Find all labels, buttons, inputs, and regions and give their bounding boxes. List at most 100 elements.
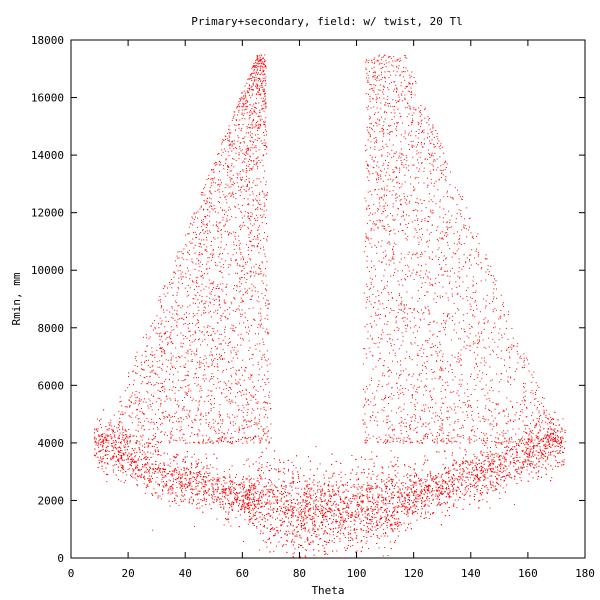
scatter-point <box>379 526 381 528</box>
scatter-point <box>461 493 463 495</box>
scatter-point <box>212 498 213 500</box>
scatter-point <box>431 478 432 480</box>
scatter-point <box>119 455 121 457</box>
scatter-point <box>421 501 423 503</box>
scatter-point <box>250 509 252 511</box>
scatter-point <box>523 466 525 468</box>
scatter-point <box>264 501 266 503</box>
scatter-point <box>187 485 189 487</box>
scatter-point <box>322 501 324 502</box>
scatter-point <box>131 448 133 450</box>
scatter-point <box>366 509 368 510</box>
scatter-point <box>289 482 291 484</box>
scatter-point <box>316 509 318 510</box>
scatter-point <box>321 490 323 492</box>
scatter-point <box>97 456 99 458</box>
scatter-point <box>424 459 426 461</box>
scatter-point <box>110 458 112 460</box>
scatter-point <box>370 500 372 502</box>
scatter-point <box>555 451 557 453</box>
scatter-point <box>275 469 277 471</box>
scatter-point <box>217 486 219 488</box>
scatter-point <box>155 470 157 472</box>
scatter-point <box>418 495 420 497</box>
scatter-point <box>534 439 536 441</box>
scatter-point <box>248 503 250 505</box>
scatter-point <box>100 442 102 443</box>
scatter-point <box>401 494 403 496</box>
scatter-point <box>264 526 265 528</box>
scatter-point <box>160 498 162 500</box>
scatter-point <box>372 494 374 496</box>
scatter-point <box>505 466 507 468</box>
scatter-point <box>277 496 279 498</box>
scatter-point <box>445 496 447 498</box>
scatter-point <box>295 467 297 469</box>
scatter-point <box>225 491 227 493</box>
scatter-point <box>298 493 300 495</box>
scatter-point <box>455 462 457 464</box>
scatter-point <box>122 472 124 474</box>
scatter-point <box>561 428 563 430</box>
scatter-point <box>278 541 280 543</box>
scatter-point <box>304 502 306 504</box>
scatter-point <box>396 523 398 525</box>
scatter-point <box>363 507 365 509</box>
scatter-point <box>173 470 175 472</box>
scatter-point <box>216 489 218 491</box>
scatter-point <box>414 482 416 483</box>
scatter-point <box>303 517 305 519</box>
scatter-point <box>542 450 544 452</box>
scatter-point <box>272 496 274 498</box>
scatter-point <box>177 466 179 468</box>
scatter-point <box>356 529 358 530</box>
scatter-point <box>256 500 258 502</box>
scatter-point <box>518 444 519 446</box>
scatter-point <box>381 517 383 518</box>
scatter-point <box>288 468 289 470</box>
scatter-point <box>456 478 458 480</box>
scatter-point <box>191 489 193 491</box>
scatter-point <box>270 528 272 530</box>
scatter-point <box>288 530 290 532</box>
scatter-point <box>280 524 281 526</box>
scatter-point <box>510 455 512 457</box>
scatter-point <box>359 518 361 520</box>
scatter-point <box>292 507 294 509</box>
scatter-point <box>461 473 463 475</box>
scatter-point <box>261 489 263 491</box>
scatter-point <box>324 530 326 532</box>
scatter-point <box>149 442 151 444</box>
scatter-point <box>402 485 404 487</box>
scatter-point <box>266 514 267 515</box>
scatter-point <box>137 467 139 469</box>
scatter-point <box>487 454 489 456</box>
scatter-point <box>176 469 178 471</box>
scatter-point <box>312 516 314 518</box>
scatter-point <box>394 486 395 487</box>
scatter-point <box>555 434 556 436</box>
scatter-point <box>442 485 444 487</box>
scatter-point <box>414 505 416 507</box>
scatter-point <box>290 502 292 504</box>
scatter-point <box>379 487 381 489</box>
scatter-point <box>317 489 318 491</box>
scatter-point <box>180 477 182 479</box>
scatter-point <box>276 530 278 532</box>
scatter-point <box>533 467 535 468</box>
scatter-point <box>545 473 547 475</box>
scatter-point <box>370 507 372 509</box>
scatter-point <box>285 486 287 488</box>
scatter-point <box>492 481 494 483</box>
scatter-point <box>558 443 560 445</box>
scatter-point <box>135 461 137 463</box>
scatter-point <box>291 489 293 491</box>
scatter-point <box>196 465 198 467</box>
scatter-point <box>445 487 447 489</box>
scatter-point <box>192 499 194 501</box>
scatter-point <box>98 462 100 464</box>
scatter-point <box>317 529 319 531</box>
scatter-point <box>539 443 541 444</box>
scatter-point <box>535 445 537 446</box>
scatter-point <box>465 466 467 468</box>
